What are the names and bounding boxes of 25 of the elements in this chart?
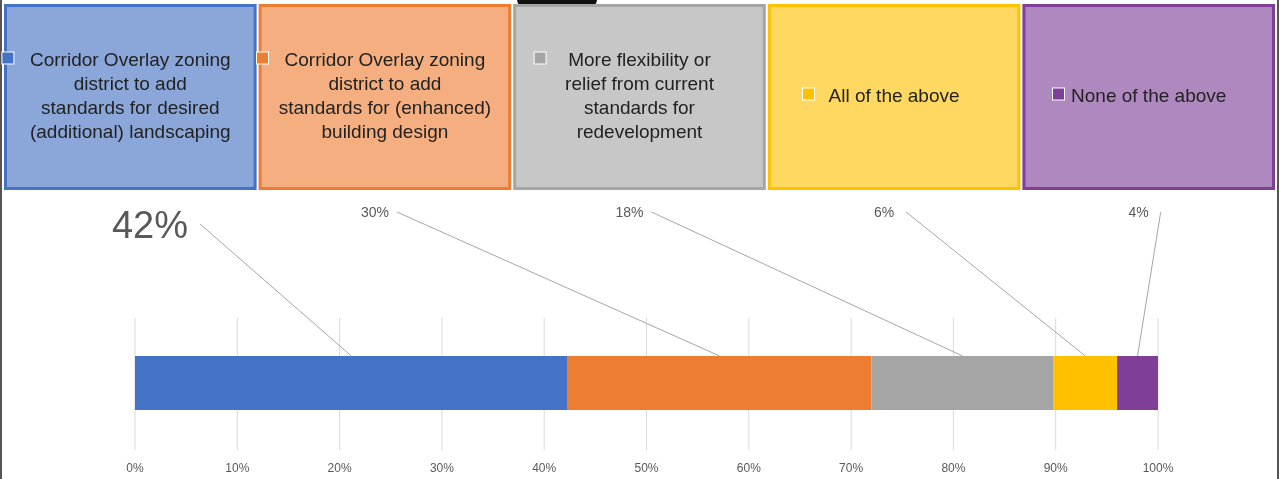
x-tick-label: 60% (736, 461, 762, 475)
x-tick-label: 100% (1142, 461, 1174, 475)
legend-label: More flexibility or relief from current standards for redevelopment (565, 49, 715, 142)
legend-label: Corridor Overlay zoning district to add standards for (enhanced) building design (278, 49, 492, 142)
data-label: 42% (111, 204, 189, 246)
bar (1053, 356, 1118, 410)
bar (135, 356, 568, 410)
data-label: 18% (615, 204, 644, 220)
legend-label: All of the above (828, 85, 960, 106)
x-tick-label: 30% (429, 461, 455, 475)
x-tick-label: 40% (532, 461, 557, 475)
x-tick-label: 50% (634, 461, 659, 475)
data-label: 30% (360, 204, 389, 220)
data-label: 6% (873, 204, 895, 220)
x-tick-label: 10% (225, 461, 250, 475)
legend-label: Corridor Overlay zoning district to add standards for desired (additional) landscaping (29, 49, 231, 142)
x-tick-label: 0% (126, 461, 144, 475)
data-label: 4% (1128, 204, 1149, 220)
x-tick-label: 90% (1043, 461, 1069, 475)
bar (567, 356, 872, 410)
x-tick-label: 70% (839, 461, 864, 475)
x-tick-label: 80% (941, 461, 966, 475)
bar (1117, 356, 1158, 410)
legend-label: None of the above (1071, 85, 1227, 106)
x-tick-label: 20% (327, 461, 352, 475)
